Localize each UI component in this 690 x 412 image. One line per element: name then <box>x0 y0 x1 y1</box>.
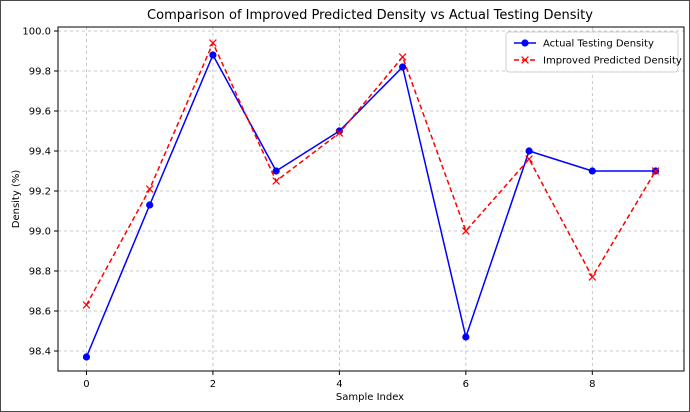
x-marker-stroke <box>82 301 91 309</box>
series-line <box>85 42 657 306</box>
axis-ticks: 98.4 98.6 98.8 99.0 99.2 99.4 99.6 99.8 100.0 0 2 4… <box>22 27 595 391</box>
data-point <box>335 127 343 135</box>
data-point <box>335 129 344 137</box>
legend-item: Improved Predicted Density <box>514 56 682 67</box>
data-point <box>651 167 660 175</box>
legend-label: Actual Testing Density <box>543 39 654 50</box>
series-layer <box>82 39 660 361</box>
x-marker-stroke <box>209 39 217 47</box>
data-point <box>588 273 597 281</box>
data-point <box>146 201 154 209</box>
chart-title: Comparison of Improved Predicted Density… <box>147 8 593 23</box>
data-point <box>525 155 533 163</box>
data-point <box>588 167 596 175</box>
y-tick-label: 100.0 <box>22 27 51 38</box>
legend-item: Actual Testing Density <box>514 39 654 50</box>
y-tick-label: 99.6 <box>29 107 51 118</box>
data-point <box>525 147 533 155</box>
x-marker-stroke <box>335 129 344 137</box>
x-marker-stroke <box>651 167 660 175</box>
y-tick-label: 98.8 <box>29 267 51 278</box>
y-tick-label: 99.0 <box>29 227 51 238</box>
series-actual-testing-density <box>82 51 660 361</box>
series-improved-predicted-density <box>82 39 660 309</box>
x-tick-label: 6 <box>463 379 469 390</box>
data-point <box>145 185 154 193</box>
x-marker-stroke <box>398 53 407 61</box>
y-axis-label: Density (%) <box>11 170 22 229</box>
x-marker-stroke <box>521 56 529 64</box>
legend-box <box>505 31 679 73</box>
data-point <box>462 333 470 341</box>
series-line <box>85 54 656 358</box>
legend-label: Improved Predicted Density <box>543 56 682 67</box>
x-marker-stroke <box>462 227 470 235</box>
x-marker-stroke <box>272 177 280 185</box>
legend-marker <box>521 39 529 47</box>
grid-lines <box>58 27 684 371</box>
y-tick-label: 99.4 <box>29 147 51 158</box>
x-marker-stroke <box>145 185 154 193</box>
y-tick-label: 99.8 <box>29 67 51 78</box>
data-point <box>462 227 470 235</box>
x-tick-label: 4 <box>336 379 342 390</box>
data-point <box>398 53 407 61</box>
data-point <box>82 353 91 361</box>
data-point <box>272 177 280 185</box>
y-tick-label: 99.2 <box>29 187 51 198</box>
x-marker-stroke <box>588 273 597 281</box>
plot-area-frame <box>57 26 685 372</box>
data-point <box>209 39 217 47</box>
x-tick-label: 0 <box>83 379 89 390</box>
y-tick-label: 98.4 <box>29 347 51 358</box>
legend-marker <box>521 56 529 64</box>
y-tick-label: 98.6 <box>29 307 51 318</box>
data-point <box>209 51 217 59</box>
legend: Actual Testing Density Improved Predicted… <box>505 31 682 73</box>
x-tick-label: 2 <box>210 379 216 390</box>
x-marker-stroke <box>525 155 533 163</box>
data-point <box>399 63 407 71</box>
x-axis-label: Sample Index <box>336 392 404 403</box>
data-point <box>82 301 91 309</box>
x-tick-label: 8 <box>589 379 595 390</box>
data-point <box>272 167 280 175</box>
